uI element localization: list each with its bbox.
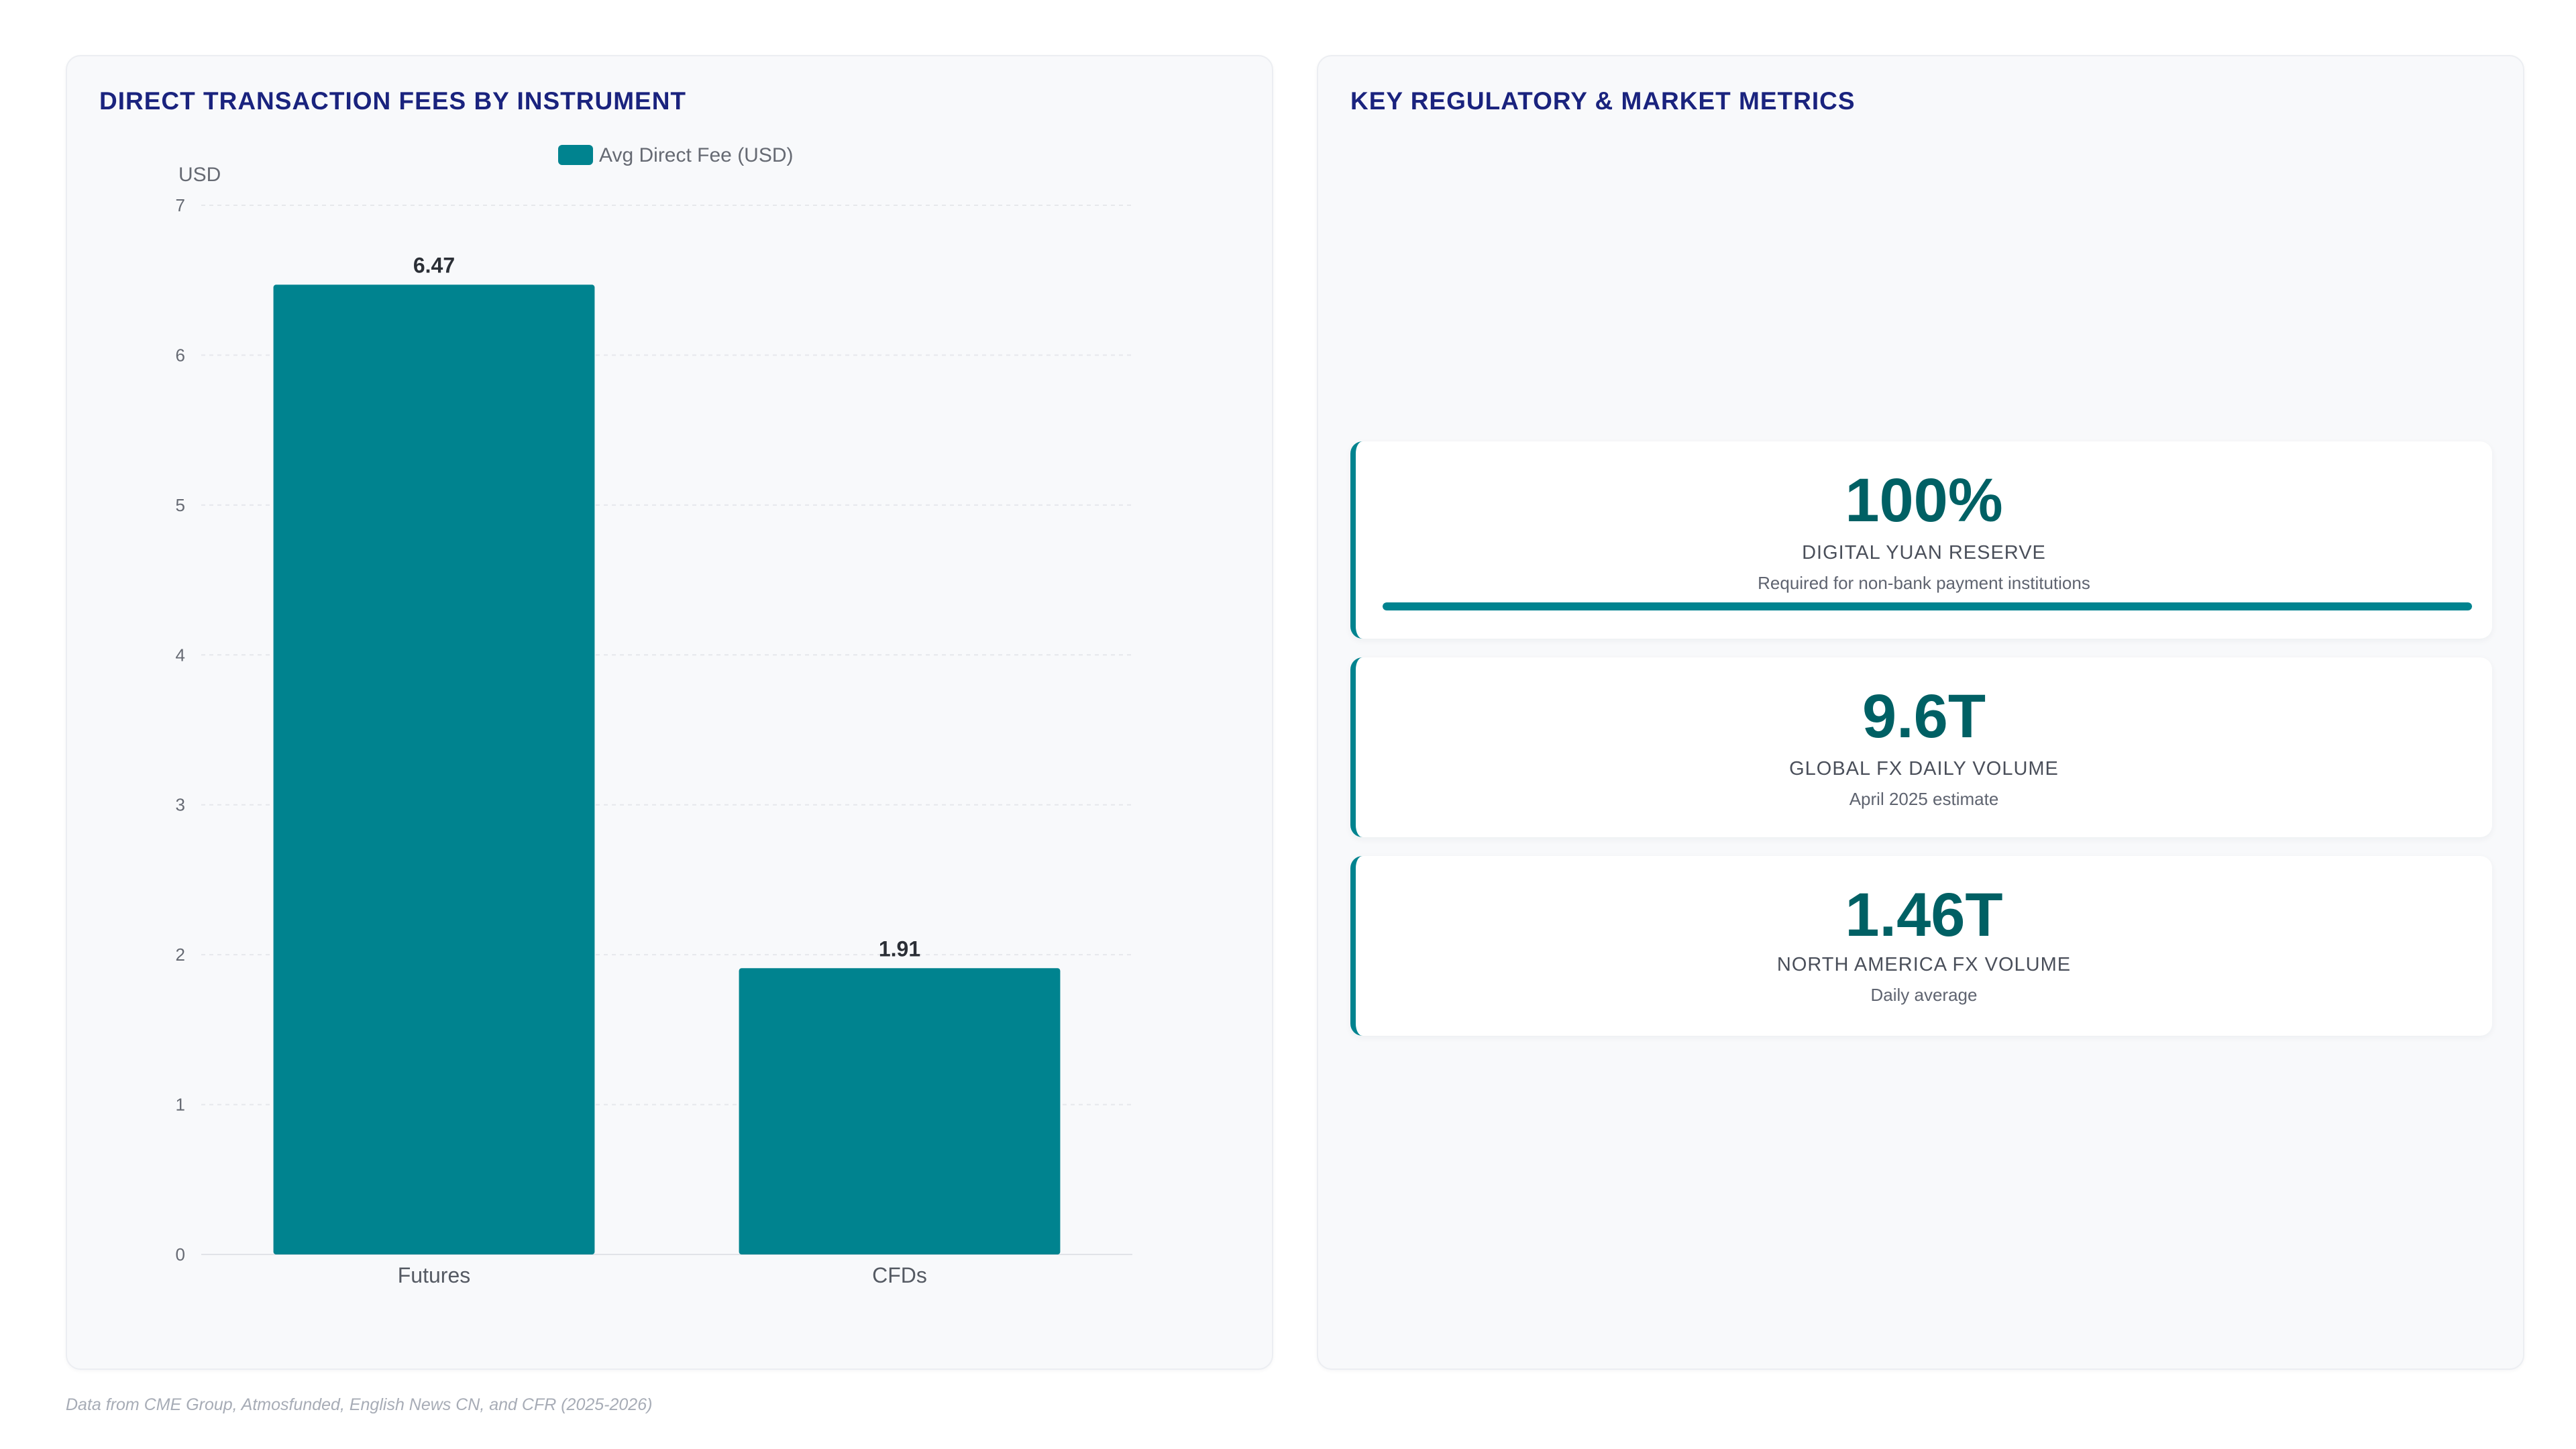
data-source-footnote: Data from CME Group, Atmosfunded, Englis… bbox=[66, 1395, 653, 1414]
bar-value-label: 1.91 bbox=[879, 936, 920, 961]
metrics-panel: KEY REGULATORY & MARKET METRICS 100% DIG… bbox=[1317, 55, 2524, 1370]
kpi-label: DIGITAL YUAN RESERVE bbox=[1802, 542, 2046, 564]
kpi-value: 9.6T bbox=[1862, 682, 1986, 751]
kpi-card-digital-yuan-reserve: 100% DIGITAL YUAN RESERVE Required for n… bbox=[1350, 441, 2492, 639]
legend-swatch bbox=[558, 145, 593, 165]
kpi-value: 1.46T bbox=[1845, 881, 2003, 949]
y-tick-label: 5 bbox=[176, 495, 185, 515]
y-tick-label: 4 bbox=[176, 645, 185, 665]
kpi-value: 100% bbox=[1845, 466, 2003, 535]
kpi-card-north-america-fx-volume: 1.46T NORTH AMERICA FX VOLUME Daily aver… bbox=[1350, 856, 2492, 1036]
kpi-subtitle: April 2025 estimate bbox=[1849, 789, 1999, 809]
kpi-subtitle: Required for non-bank payment institutio… bbox=[1758, 573, 2090, 593]
kpi-subtitle: Daily average bbox=[1870, 985, 1978, 1005]
y-tick-label: 0 bbox=[176, 1244, 185, 1265]
reserve-progress-fill bbox=[1383, 602, 2472, 610]
y-tick-label: 3 bbox=[176, 795, 185, 815]
bar-futures bbox=[273, 284, 595, 1255]
fees-chart-title: DIRECT TRANSACTION FEES BY INSTRUMENT bbox=[99, 87, 687, 115]
bar-cfds bbox=[739, 968, 1061, 1254]
y-tick-label: 7 bbox=[176, 195, 185, 215]
kpi-card-global-fx-volume: 9.6T GLOBAL FX DAILY VOLUME April 2025 e… bbox=[1350, 657, 2492, 837]
x-tick-label: CFDs bbox=[872, 1263, 927, 1287]
fees-bar-chart: 0 1 2 3 4 5 6 7 USD Avg Direct Fee (USD) 6.47 Futur… bbox=[176, 144, 1132, 1287]
y-axis-label: USD bbox=[178, 164, 221, 186]
y-tick-label: 1 bbox=[176, 1095, 185, 1115]
kpi-label: GLOBAL FX DAILY VOLUME bbox=[1789, 758, 2059, 780]
bar-value-label: 6.47 bbox=[413, 253, 455, 277]
reserve-progress-bar bbox=[1383, 602, 2472, 610]
kpi-label: NORTH AMERICA FX VOLUME bbox=[1776, 954, 2072, 975]
fees-chart-panel: DIRECT TRANSACTION FEES BY INSTRUMENT 0 1… bbox=[66, 55, 1273, 1370]
y-tick-label: 6 bbox=[176, 345, 185, 365]
legend-label: Avg Direct Fee (USD) bbox=[599, 144, 794, 166]
metrics-panel-title: KEY REGULATORY & MARKET METRICS bbox=[1350, 87, 1856, 115]
y-tick-label: 2 bbox=[176, 945, 185, 965]
x-tick-label: Futures bbox=[398, 1263, 470, 1287]
